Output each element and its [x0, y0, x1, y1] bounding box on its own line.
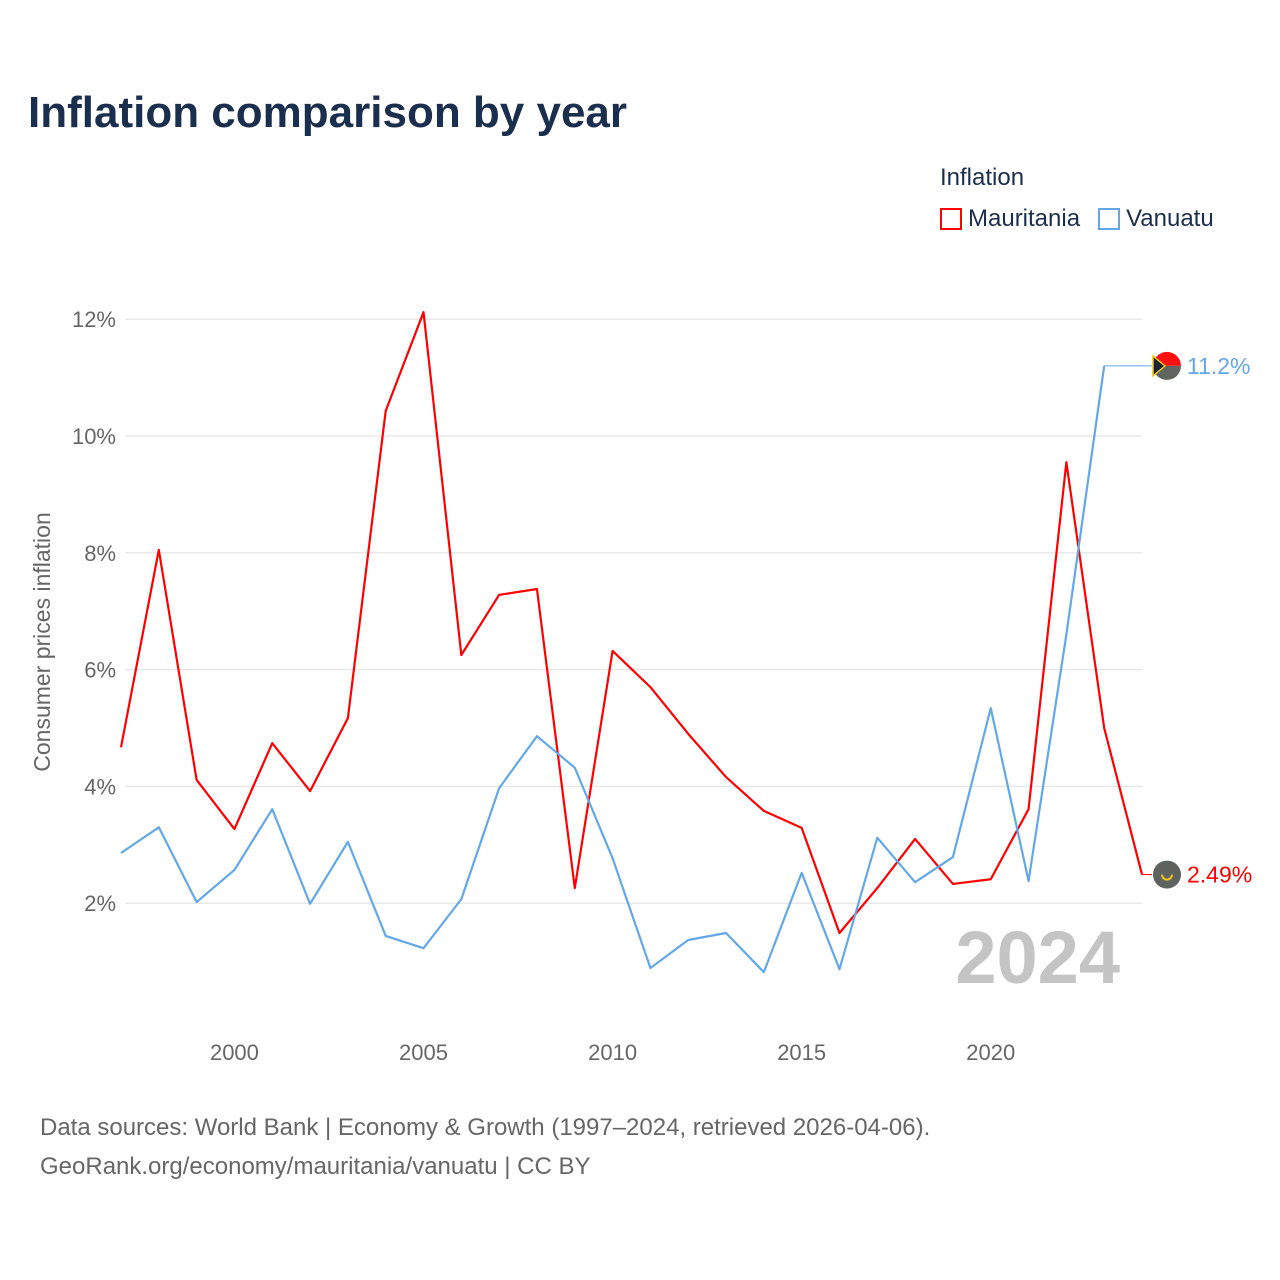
source-url[interactable]: GeoRank.org/economy/mauritania/vanuatu |… — [40, 1153, 591, 1180]
y-tick-label: 6% — [84, 658, 116, 683]
legend-item-vanuatu[interactable]: Vanuatu — [1098, 205, 1214, 233]
data-point — [573, 766, 577, 770]
series-line-mauritania — [119, 311, 1144, 935]
data-point — [573, 886, 577, 890]
data-point — [913, 880, 917, 884]
data-point — [384, 409, 388, 413]
data-point — [800, 826, 804, 830]
data-point — [535, 587, 539, 591]
legend: Mauritania Vanuatu — [940, 205, 1214, 233]
data-point — [384, 934, 388, 938]
x-tick-label: 2020 — [966, 1040, 1015, 1065]
data-point — [989, 706, 993, 710]
data-point — [422, 946, 426, 950]
data-point — [497, 593, 501, 597]
data-point — [686, 938, 690, 942]
data-point — [270, 741, 274, 745]
data-point — [195, 900, 199, 904]
legend-swatch-vanuatu — [1098, 208, 1121, 230]
data-point — [837, 931, 841, 935]
end-value-label-mauritania: 2.49% — [1187, 862, 1252, 888]
data-point — [157, 825, 161, 829]
footer: Data sources: World Bank | Economy & Gro… — [40, 1108, 930, 1186]
data-point — [611, 649, 615, 653]
legend-title: Inflation — [940, 164, 1025, 191]
data-point — [875, 836, 879, 840]
x-tick-label: 2000 — [210, 1040, 259, 1065]
y-tick-label: 8% — [84, 541, 116, 566]
data-point — [762, 809, 766, 813]
data-point — [951, 855, 955, 859]
data-point — [762, 970, 766, 974]
data-point — [1064, 633, 1068, 637]
data-point — [686, 732, 690, 736]
y-axis-label: Consumer prices inflation — [29, 512, 55, 772]
data-point — [119, 745, 123, 749]
data-point — [232, 868, 236, 872]
y-tick-label: 12% — [72, 307, 116, 332]
data-point — [232, 827, 236, 831]
data-point — [270, 807, 274, 811]
data-point — [913, 837, 917, 841]
y-tick-label: 10% — [72, 424, 116, 449]
data-point — [346, 716, 350, 720]
x-tick-label: 2015 — [777, 1040, 826, 1065]
end-value-label-vanuatu: 11.2% — [1187, 353, 1251, 379]
data-point — [308, 902, 312, 906]
source-text: Data sources: World Bank | Economy & Gro… — [40, 1114, 931, 1141]
data-point — [119, 851, 123, 855]
x-tick-label: 2005 — [399, 1040, 448, 1065]
data-point — [989, 877, 993, 881]
x-tick-label: 2010 — [588, 1040, 637, 1065]
chart-title: Inflation comparison by year — [28, 88, 628, 137]
legend-swatch-mauritania — [940, 208, 962, 230]
data-point — [837, 967, 841, 971]
vanuatu-flag-icon — [1152, 351, 1181, 380]
data-point — [951, 882, 955, 886]
data-point — [497, 786, 501, 790]
data-point — [800, 871, 804, 875]
year-watermark: 2024 — [955, 916, 1120, 999]
series-line-vanuatu — [120, 365, 1106, 974]
data-point — [648, 966, 652, 970]
data-point — [875, 886, 879, 890]
data-point — [724, 775, 728, 779]
legend-label: Mauritania — [968, 205, 1081, 232]
legend-item-mauritania[interactable]: Mauritania — [940, 205, 1080, 233]
data-point — [724, 931, 728, 935]
data-point — [611, 856, 615, 860]
data-point — [1027, 807, 1031, 811]
data-point — [157, 548, 161, 552]
data-point — [1027, 879, 1031, 883]
y-tick-label: 2% — [84, 891, 116, 916]
data-point — [308, 789, 312, 793]
data-point — [422, 310, 426, 314]
legend-label: Vanuatu — [1126, 205, 1214, 232]
data-point — [648, 685, 652, 689]
mauritania-flag-icon — [1153, 860, 1181, 889]
data-point — [195, 778, 199, 782]
data-point — [1102, 726, 1106, 730]
y-tick-label: 4% — [84, 774, 116, 799]
data-point — [1064, 460, 1068, 464]
data-point — [459, 653, 463, 657]
data-point — [459, 897, 463, 901]
data-point — [346, 840, 350, 844]
data-point — [535, 734, 539, 738]
